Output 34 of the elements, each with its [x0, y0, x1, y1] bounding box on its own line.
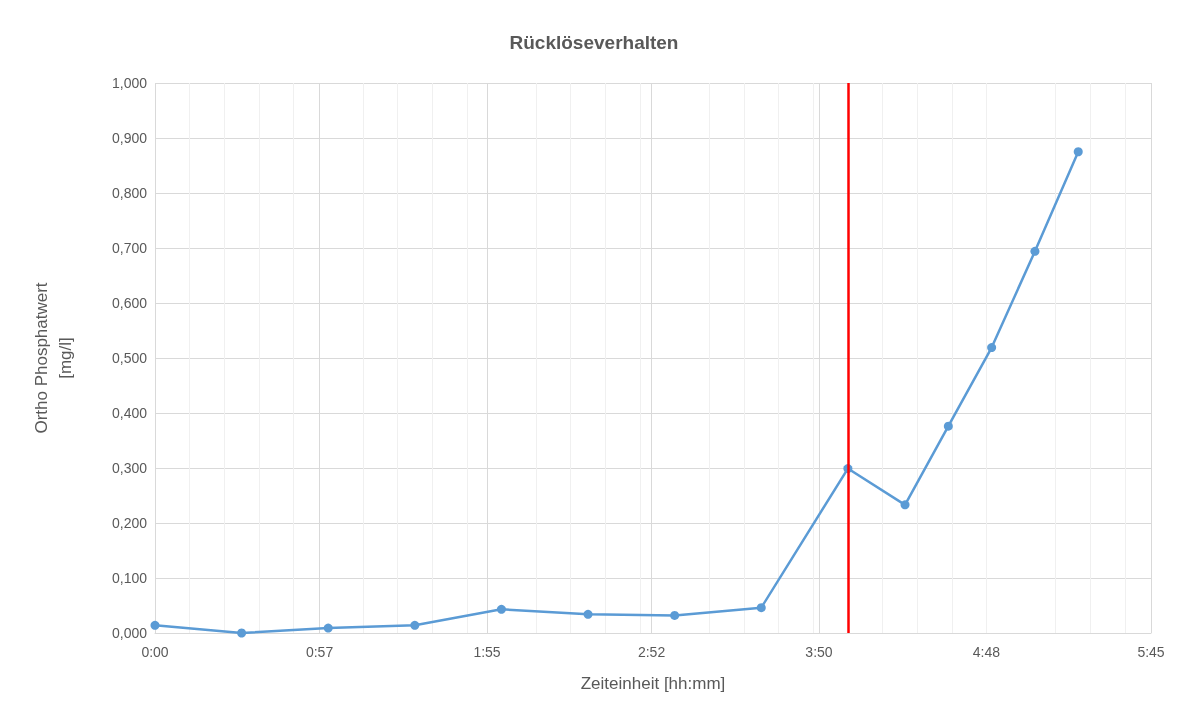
y-tick-label: 0,700 — [111, 240, 148, 256]
y-tick-label: 0,400 — [111, 405, 148, 421]
point — [237, 628, 247, 638]
x-tick-label: 0:57 — [305, 644, 334, 660]
point — [900, 500, 910, 510]
chart-title: Rücklöseverhalten — [509, 32, 679, 53]
x-tick-label: 5:45 — [1137, 644, 1165, 660]
x-tick-label: 0:00 — [141, 644, 169, 660]
point — [1030, 246, 1040, 256]
y-tick-label: 0,200 — [111, 515, 148, 531]
x-axis-title: Zeiteinheit [hh:mm] — [580, 674, 726, 693]
point — [496, 604, 506, 614]
point — [670, 610, 680, 620]
point — [150, 620, 160, 630]
y-tick-label: 0,500 — [111, 350, 148, 366]
y-tick-label: 0,000 — [111, 625, 148, 641]
point — [410, 620, 420, 630]
y-tick-label: 0,800 — [111, 185, 148, 201]
point — [323, 623, 333, 633]
y-axis-title: Ortho Phosphatwert [mg/l] — [31, 282, 75, 434]
point — [987, 343, 997, 353]
point — [1073, 147, 1083, 157]
y-tick-label: 0,900 — [111, 130, 148, 146]
x-tick-label: 1:55 — [473, 644, 501, 660]
x-tick-label: 4:48 — [972, 644, 1001, 660]
point — [943, 421, 953, 431]
x-tick-label: 2:52 — [637, 644, 666, 660]
point — [756, 603, 766, 613]
y-tick-label: 0,300 — [111, 460, 148, 476]
y-tick-label: 1,000 — [111, 75, 148, 91]
y-tick-label: 0,100 — [111, 570, 148, 586]
y-tick-label: 0,600 — [111, 295, 148, 311]
x-tick-label: 3:50 — [805, 644, 833, 660]
point — [583, 609, 593, 619]
